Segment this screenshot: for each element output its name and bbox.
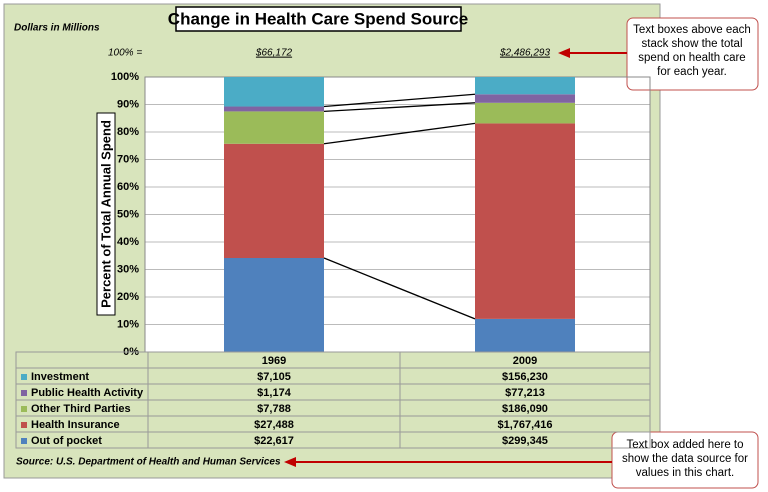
callout-box (611, 431, 759, 489)
legend-label: Out of pocket (31, 435, 102, 447)
table-value: $27,488 (254, 419, 294, 431)
table-value: $7,788 (257, 403, 291, 415)
y-tick-label: 80% (117, 126, 139, 138)
y-tick-label: 60% (117, 181, 139, 193)
bar-segment (475, 102, 575, 124)
bar-segment (475, 76, 575, 95)
y-tick-label: 10% (117, 318, 139, 330)
legend-swatch (21, 374, 27, 380)
y-tick-label: 100% (111, 71, 139, 83)
bar-segment (224, 77, 324, 107)
totals-label: 100% = (108, 48, 142, 59)
bar-segment (475, 318, 575, 352)
y-tick-label: 90% (117, 98, 139, 110)
units-note: Dollars in Millions (14, 23, 100, 34)
title-box (175, 6, 462, 32)
x-tick-label: 2009 (513, 355, 537, 367)
legend-label: Investment (31, 371, 89, 383)
callout-text: for each year. (657, 66, 727, 78)
y-tick-label: 70% (117, 153, 139, 165)
y-tick-label: 20% (117, 291, 139, 303)
connector-line (323, 102, 476, 113)
legend-label: Other Third Parties (31, 403, 131, 415)
callout-text: stack show the total (642, 38, 743, 50)
legend-swatch (21, 390, 27, 396)
callout-text: show the data source for (622, 453, 748, 465)
y-tick-label: 30% (117, 263, 139, 275)
total-label: $66,172 (255, 48, 293, 59)
arrow-head (284, 457, 296, 467)
total-label: $2,486,293 (499, 48, 550, 59)
connector-line (323, 122, 476, 145)
table-value: $7,105 (257, 371, 291, 383)
bar-segment (224, 143, 324, 259)
x-tick-label: 1969 (262, 355, 286, 367)
table-value: $77,213 (505, 387, 545, 399)
legend-swatch (21, 438, 27, 444)
y-tick-label: 50% (117, 208, 139, 220)
callout-text: Text box added here to (627, 439, 744, 451)
legend-swatch (21, 422, 27, 428)
chart-title: Change in Health Care Spend Source (168, 9, 468, 28)
bar-segment (224, 111, 324, 144)
legend-label: Public Health Activity (31, 387, 144, 399)
callout-text: spend on health care (638, 52, 745, 64)
table-value: $299,345 (502, 435, 548, 447)
legend-swatch (21, 406, 27, 412)
y-tick-label: 40% (117, 236, 139, 248)
source-note: Source: U.S. Department of Health and Hu… (16, 457, 281, 468)
bar-segment (475, 123, 575, 319)
table-value: $186,090 (502, 403, 548, 415)
bar-segment (475, 94, 575, 103)
y-label-box (96, 112, 116, 316)
bar-segment (224, 106, 324, 112)
callout-text: Text boxes above each (633, 24, 751, 36)
arrow-head (558, 48, 570, 58)
table-value: $1,767,416 (497, 419, 552, 431)
callout-text: values in this chart. (636, 467, 734, 479)
table-value: $1,174 (257, 387, 292, 399)
connector-line (323, 93, 476, 108)
legend-label: Health Insurance (31, 419, 120, 431)
table-value: $156,230 (502, 371, 548, 383)
connector-line (323, 257, 476, 320)
table-value: $22,617 (254, 435, 294, 447)
y-axis-label: Percent of Total Annual Spend (98, 120, 113, 308)
bar-segment (224, 258, 324, 352)
